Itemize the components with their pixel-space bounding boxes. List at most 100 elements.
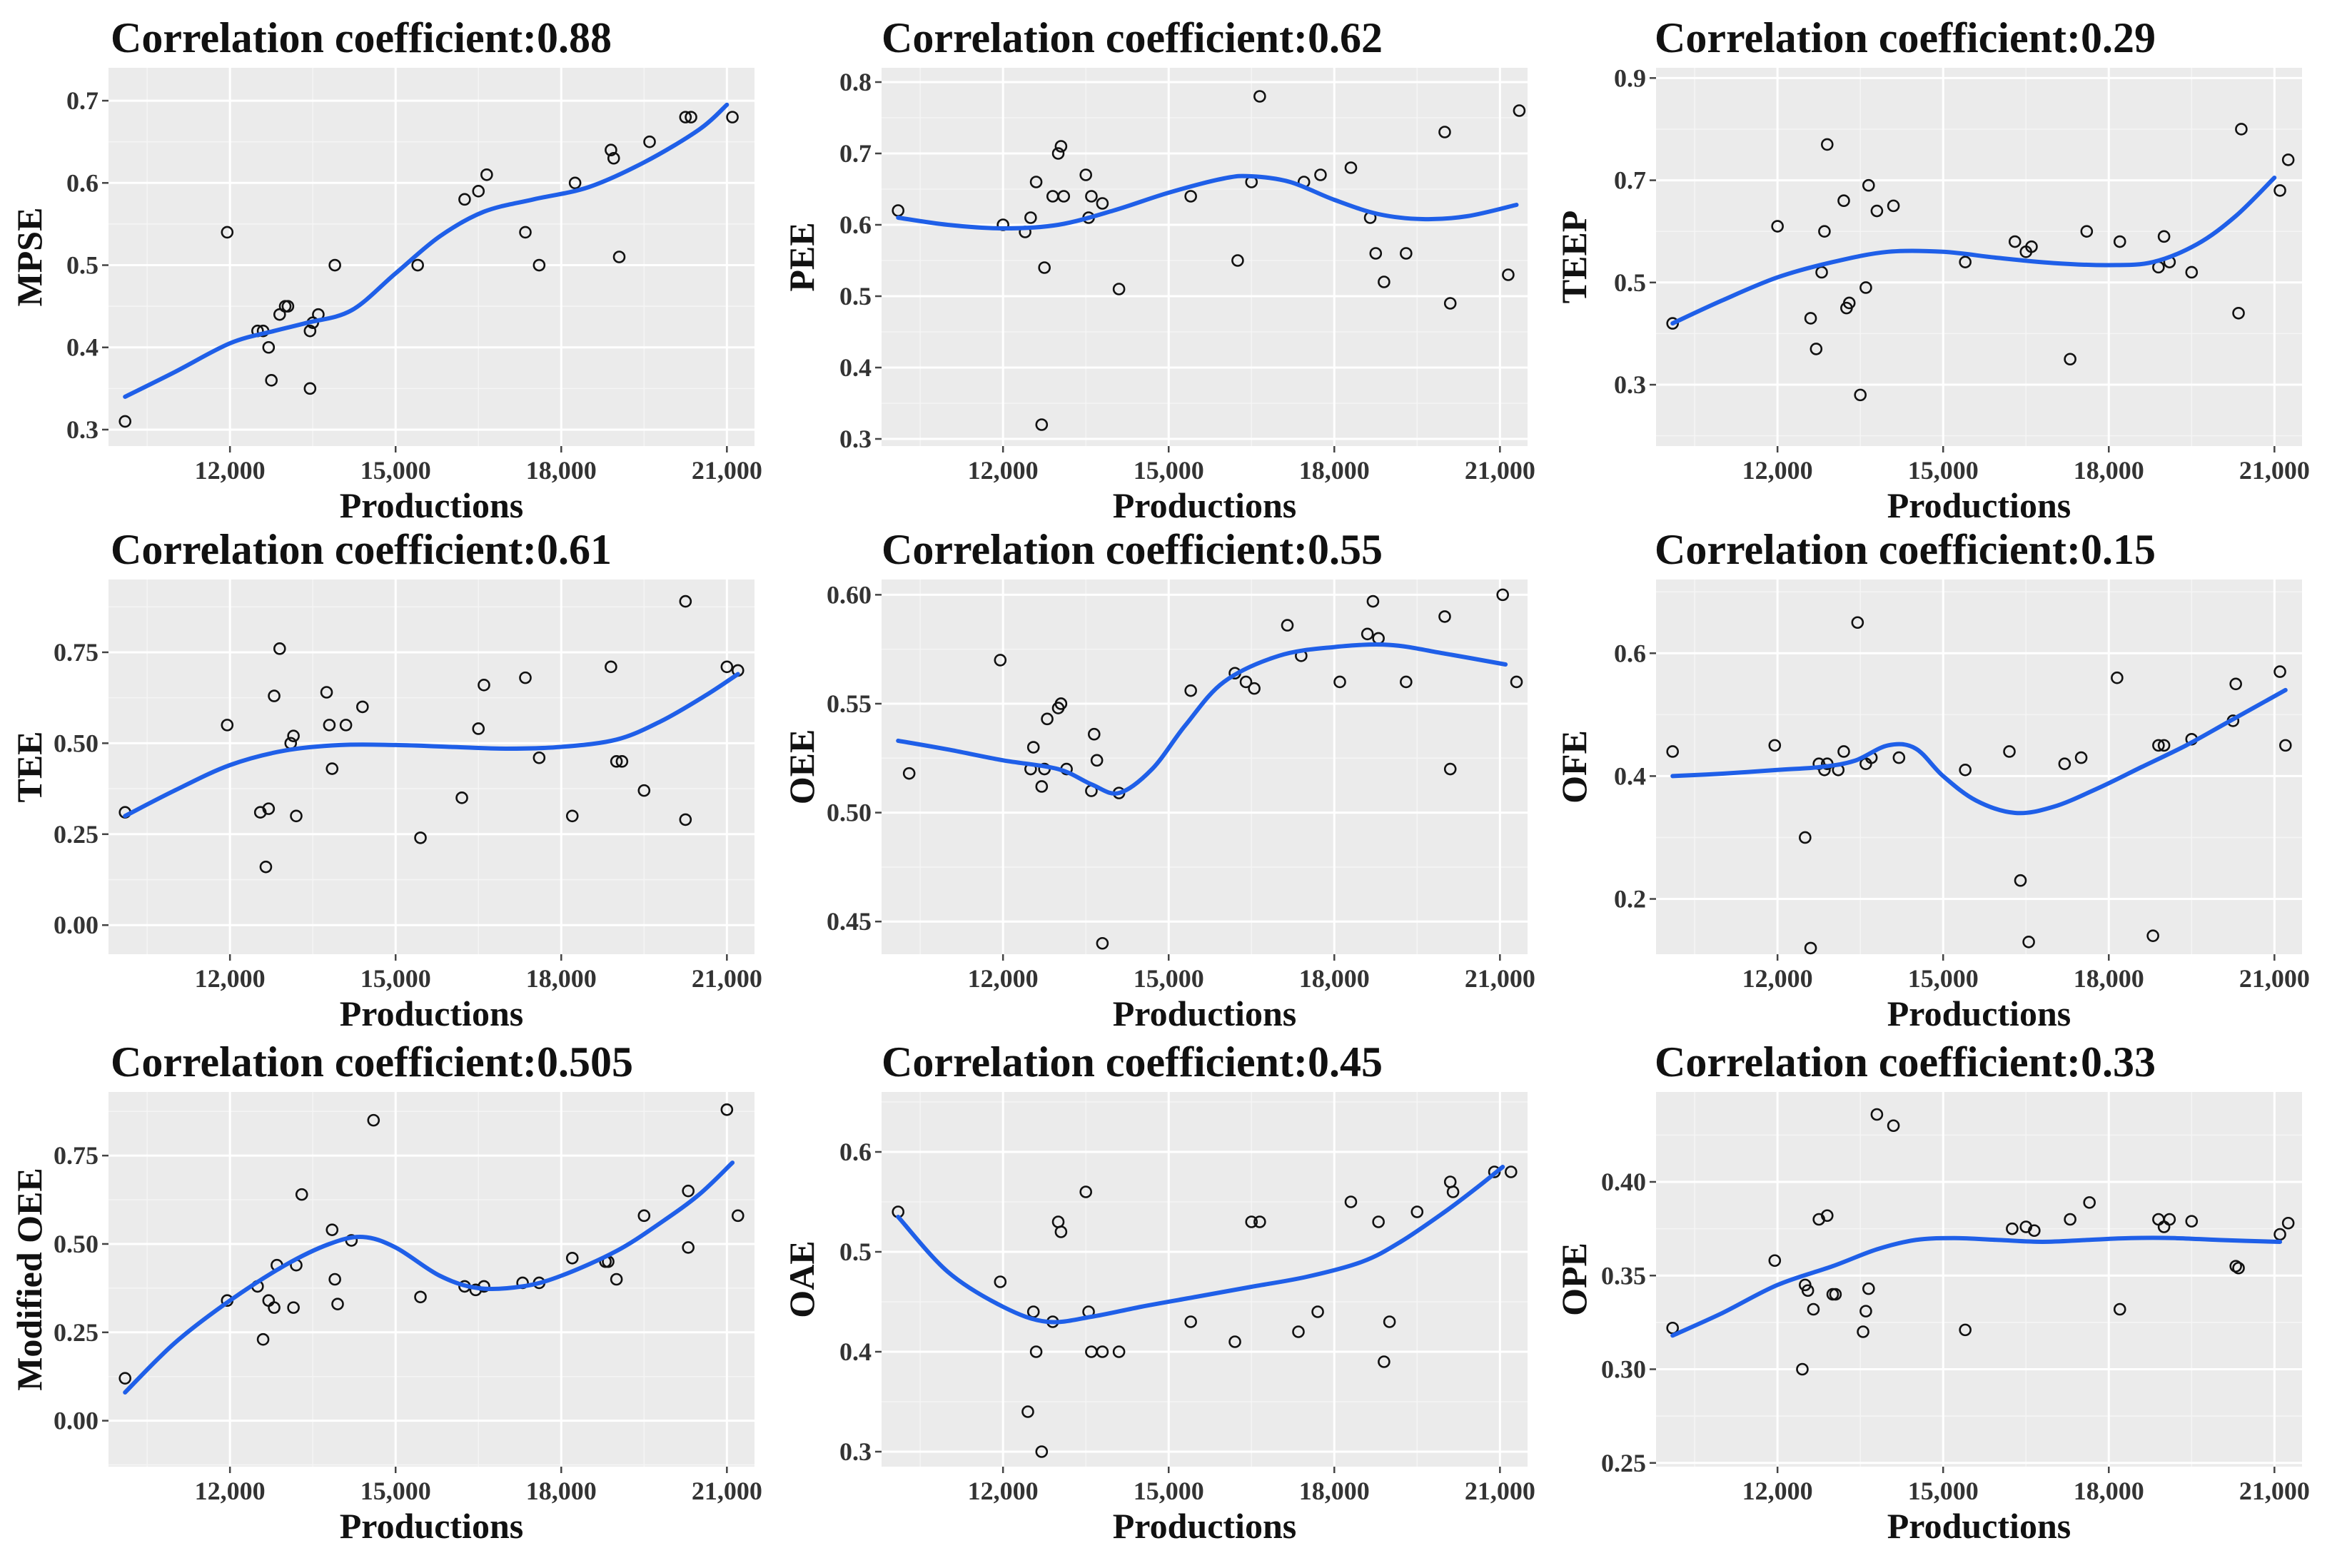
data-point <box>1054 1225 1068 1238</box>
data-point <box>1026 741 1040 754</box>
data-point <box>1862 1282 1875 1295</box>
y-tick-label: 0.40 <box>1601 1168 1646 1196</box>
data-point <box>2006 1222 2019 1235</box>
data-point <box>1253 1215 1266 1228</box>
data-point <box>1496 588 1509 602</box>
data-point <box>2273 665 2286 678</box>
data-point <box>2003 745 2016 758</box>
x-axis-title: Productions <box>1887 1506 2071 1546</box>
smoothing-line <box>123 102 730 399</box>
x-axis-title: Productions <box>340 485 523 525</box>
y-tick-label: 0.50 <box>54 729 99 757</box>
data-point <box>679 111 692 123</box>
y-tick-label: 0.50 <box>827 799 872 827</box>
y-tick-label: 0.6 <box>839 1138 872 1166</box>
y-tick-label: 0.3 <box>839 1437 872 1466</box>
data-point <box>259 860 273 874</box>
data-point <box>2074 751 2088 764</box>
y-axis-title: MPSE <box>9 208 49 307</box>
data-point <box>1804 312 1817 325</box>
plot-panel <box>882 1092 1528 1467</box>
data-point <box>1029 176 1043 188</box>
y-tick-label: 0.35 <box>1601 1261 1646 1290</box>
y-tick-label: 0.3 <box>66 415 99 444</box>
y-tick-label: 0.7 <box>1614 166 1646 195</box>
data-point <box>2278 739 2292 752</box>
smoothing-line <box>896 173 1519 231</box>
x-tick-label: 18,000 <box>2074 1477 2144 1505</box>
data-point <box>1959 256 1972 268</box>
x-tick-label: 12,000 <box>968 456 1039 485</box>
x-tick-label: 21,000 <box>692 456 762 485</box>
data-point <box>118 1372 132 1385</box>
data-point <box>2273 184 2286 197</box>
data-point <box>1344 161 1358 174</box>
data-point <box>2022 935 2035 949</box>
chart-panel-9: Correlation coefficient:0.33 12,000 15,000… <box>1554 1038 2310 1546</box>
data-point <box>902 767 916 780</box>
data-point <box>268 1301 281 1314</box>
data-point <box>612 251 626 263</box>
data-point <box>1383 1315 1396 1328</box>
data-point <box>1366 595 1380 608</box>
data-point <box>720 660 734 674</box>
data-point <box>1248 682 1261 695</box>
data-point <box>2185 1215 2199 1228</box>
data-point <box>605 660 617 674</box>
chart-title: Correlation coefficient:0.505 <box>111 1038 633 1086</box>
x-tick-label: 21,000 <box>1465 456 1535 485</box>
chart-panel-1: Correlation coefficient:0.88 12,000 15,000… <box>9 14 762 525</box>
chart-title: Correlation coefficient:0.29 <box>1655 14 2156 61</box>
data-point <box>472 722 485 735</box>
chart-panel-2: Correlation coefficient:0.62 12,000 15,000… <box>782 14 1535 525</box>
data-point <box>1245 1215 1258 1228</box>
data-point <box>679 595 692 608</box>
y-tick-label: 0.9 <box>1614 64 1646 92</box>
data-point <box>1035 780 1049 793</box>
y-axis-title: TEEP <box>1554 211 1594 304</box>
data-point <box>1801 1284 1815 1298</box>
data-point <box>519 671 532 684</box>
x-tick-label: 18,000 <box>526 456 597 485</box>
data-point <box>414 831 427 844</box>
y-axis-title: PEE <box>782 222 822 291</box>
x-tick-label: 15,000 <box>360 1477 431 1505</box>
x-tick-label: 18,000 <box>2074 456 2144 485</box>
data-point <box>1038 261 1051 274</box>
data-point <box>1079 168 1092 181</box>
chart-title: Correlation coefficient:0.33 <box>1655 1038 2156 1086</box>
x-axis-title: Productions <box>1113 993 1296 1033</box>
plot-panel <box>108 1092 754 1467</box>
y-tick-label: 0.6 <box>66 168 99 197</box>
data-point <box>1079 1185 1092 1198</box>
x-tick-label: 18,000 <box>2074 964 2144 993</box>
data-point <box>1851 616 1864 629</box>
data-point <box>1378 1355 1390 1368</box>
data-point <box>519 226 532 239</box>
data-point <box>1378 275 1390 288</box>
data-point <box>455 791 468 804</box>
plot-panel <box>882 68 1528 446</box>
data-point <box>1344 1195 1358 1208</box>
data-point <box>320 686 333 699</box>
y-tick-label: 0.55 <box>827 689 872 718</box>
y-tick-label: 0.4 <box>839 353 872 382</box>
data-point <box>605 143 617 157</box>
data-point <box>2281 153 2295 166</box>
data-point <box>1184 190 1197 203</box>
data-point <box>1502 268 1515 281</box>
data-point <box>1859 281 1872 294</box>
y-tick-label: 0.7 <box>66 86 99 115</box>
y-tick-label: 0.2 <box>1614 885 1646 914</box>
data-point <box>1087 727 1101 741</box>
data-point <box>607 151 620 165</box>
data-point <box>1400 675 1413 689</box>
x-tick-label: 15,000 <box>360 964 431 993</box>
data-point <box>2064 353 2076 366</box>
data-point <box>1090 754 1104 767</box>
data-point <box>1887 1119 1900 1133</box>
data-point <box>1804 941 1817 955</box>
data-point <box>637 784 651 797</box>
data-point <box>1054 697 1068 710</box>
data-point <box>1410 1205 1424 1218</box>
